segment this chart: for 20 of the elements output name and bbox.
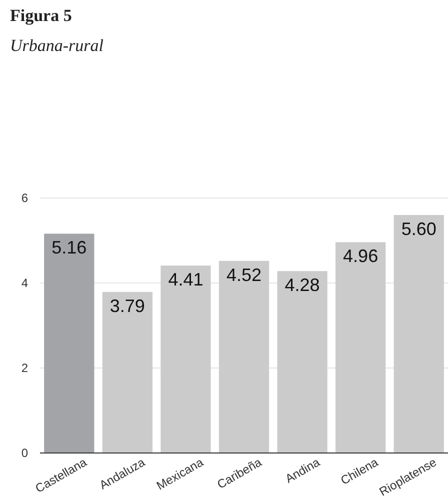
bar bbox=[277, 271, 328, 453]
bar bbox=[394, 215, 444, 453]
data-label: 4.52 bbox=[226, 264, 262, 285]
chart-title: Figura 5 bbox=[10, 6, 72, 25]
bar bbox=[160, 266, 211, 453]
bar bbox=[44, 234, 94, 453]
bar bbox=[218, 260, 270, 453]
y-tick-label: 2 bbox=[21, 361, 28, 375]
y-tick-label: 4 bbox=[21, 276, 28, 290]
bar bbox=[102, 292, 152, 453]
bar bbox=[336, 242, 386, 453]
data-label: 4.41 bbox=[168, 270, 204, 290]
data-label: 5.60 bbox=[401, 219, 436, 239]
y-tick-label: 0 bbox=[21, 446, 28, 460]
data-label: 3.79 bbox=[110, 296, 145, 316]
data-label: 4.28 bbox=[284, 275, 320, 296]
chart-subtitle: Urbana-rural bbox=[10, 36, 104, 55]
data-label: 4.96 bbox=[343, 246, 378, 266]
data-label: 5.16 bbox=[52, 238, 87, 258]
y-tick-label: 6 bbox=[21, 191, 28, 205]
